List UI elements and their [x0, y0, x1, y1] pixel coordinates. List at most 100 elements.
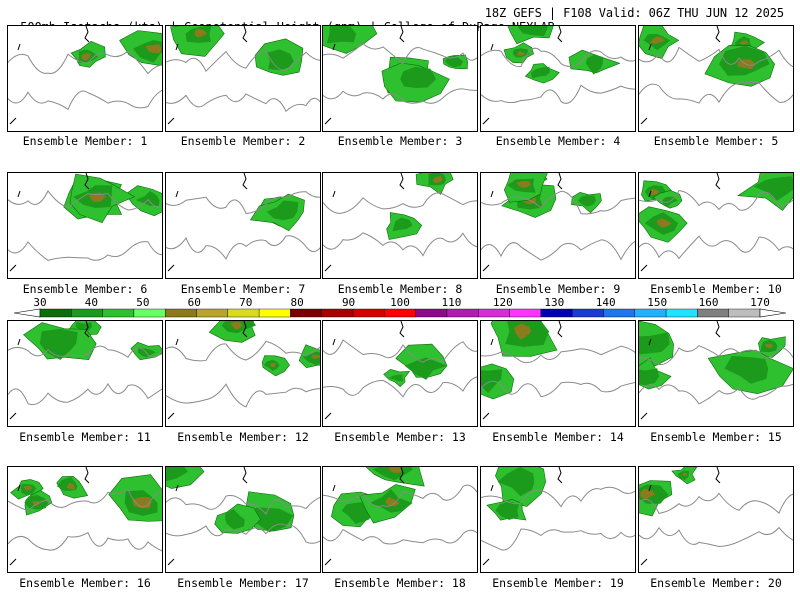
- height-contour: [323, 528, 477, 545]
- height-contour: [481, 486, 635, 508]
- isotach-region-inner: [166, 467, 189, 481]
- colorbar-swatch: [540, 308, 573, 318]
- colorbar-swatch: [39, 308, 72, 318]
- isotach-region-core: [649, 36, 666, 45]
- coastline: [9, 467, 90, 566]
- coastline: [482, 467, 563, 566]
- panel-caption: Ensemble Member: 11: [19, 430, 151, 444]
- height-contour: [639, 492, 793, 515]
- colorbar-swatch: [478, 308, 510, 318]
- ensemble-panel-20: [638, 466, 794, 573]
- ensemble-panel-9: [480, 172, 636, 279]
- isotach-region-inner: [518, 26, 548, 37]
- height-contour: [166, 191, 320, 214]
- height-contour: [8, 488, 162, 512]
- coastline: [167, 321, 248, 420]
- coastline: [9, 173, 90, 272]
- isotach-region-core: [311, 354, 320, 359]
- ensemble-panel-15: [638, 320, 794, 427]
- panel-caption: Ensemble Member: 2: [180, 134, 306, 148]
- isotach-region-inner: [586, 54, 604, 75]
- colorbar-swatch: [321, 308, 354, 318]
- colorbar-tick-label: 70: [239, 296, 253, 309]
- isotach-region-core: [513, 323, 532, 340]
- colorbar-tick-label: 90: [341, 296, 356, 309]
- isotach-region-inner: [495, 501, 519, 520]
- colorbar-swatch: [258, 308, 291, 318]
- colorbar-tick-label: 140: [595, 296, 616, 309]
- colorbar-max-arrow: [759, 308, 787, 318]
- panel-caption: Ensemble Member: 12: [177, 430, 309, 444]
- height-contour: [8, 241, 162, 261]
- isotach-region-inner: [404, 357, 448, 380]
- isotach-region-core: [81, 53, 92, 62]
- coastline: [167, 173, 248, 272]
- colorbar-swatch: [133, 308, 166, 318]
- colorbar-tick-label: 150: [647, 296, 668, 309]
- colorbar-swatch: [415, 308, 448, 318]
- ensemble-panel-19: [480, 466, 636, 573]
- isotach-region-inner: [225, 509, 245, 530]
- colorbar-tick-label: 50: [136, 296, 150, 309]
- panel-caption: Ensemble Member: 7: [180, 282, 306, 296]
- isotach-region-core: [740, 40, 749, 45]
- isotach-region-core: [516, 180, 532, 188]
- colorbar-swatch: [697, 308, 729, 318]
- isotach-region-inner: [639, 332, 670, 355]
- height-contour: [8, 50, 162, 75]
- colorbar-tick-label: 120: [492, 296, 513, 309]
- isotach-region-core: [269, 362, 276, 368]
- isotach-region-core: [656, 218, 672, 228]
- ensemble-panel-12: [165, 320, 321, 427]
- colorbar-swatch: [509, 308, 542, 318]
- coastline: [324, 321, 405, 420]
- height-contour: [639, 46, 793, 68]
- panel-caption: Ensemble Member: 15: [650, 430, 782, 444]
- colorbar-swatch: [102, 308, 135, 318]
- height-contour: [639, 190, 793, 211]
- ensemble-panel-7: [165, 172, 321, 279]
- ensemble-panel-14: [480, 320, 636, 427]
- isotach-region-inner: [531, 66, 550, 79]
- isotach-region-inner: [388, 374, 404, 382]
- isotach-region-inner: [135, 190, 160, 206]
- height-contour: [639, 81, 793, 104]
- colorbar-tick-label: 80: [290, 296, 304, 309]
- colorbar-swatch: [384, 308, 416, 318]
- isotach-region-inner: [266, 200, 299, 221]
- isotach-region-inner: [326, 26, 357, 44]
- isotach-region-inner: [249, 507, 293, 533]
- isotach-region-core: [640, 488, 656, 500]
- ensemble-panel-10: [638, 172, 794, 279]
- height-contour: [8, 345, 162, 359]
- isotach-region-inner: [753, 176, 793, 202]
- height-contour: [323, 88, 477, 104]
- isotach-region-inner: [400, 67, 437, 88]
- isotach-region-inner: [372, 467, 413, 481]
- colorbar-tick-label: 30: [33, 296, 47, 309]
- isotach-region-core: [516, 51, 526, 56]
- panel-caption: Ensemble Member: 20: [650, 576, 782, 590]
- panel-caption: Ensemble Member: 13: [334, 430, 466, 444]
- coastline: [482, 173, 563, 272]
- panel-caption: Ensemble Member: 10: [650, 282, 782, 296]
- colorbar-swatch: [71, 308, 103, 318]
- coastline: [167, 26, 248, 125]
- height-contour: [323, 339, 477, 363]
- ensemble-panel-6: [7, 172, 163, 279]
- colorbar-swatch: [352, 308, 385, 318]
- panel-caption: Ensemble Member: 14: [492, 430, 624, 444]
- height-contour: [323, 43, 477, 65]
- ensemble-panel-18: [322, 466, 478, 573]
- height-contour: [166, 523, 320, 544]
- colorbar-tick-label: 130: [544, 296, 565, 309]
- colorbar-swatch: [571, 308, 604, 318]
- panel-caption: Ensemble Member: 1: [22, 134, 148, 148]
- isotach-region-core: [385, 496, 400, 507]
- height-contour: [639, 526, 793, 547]
- coastline: [9, 26, 90, 125]
- height-contour: [323, 376, 477, 398]
- colorbar-swatch: [603, 308, 635, 318]
- height-contour: [323, 232, 477, 257]
- panel-caption: Ensemble Member: 3: [337, 134, 463, 148]
